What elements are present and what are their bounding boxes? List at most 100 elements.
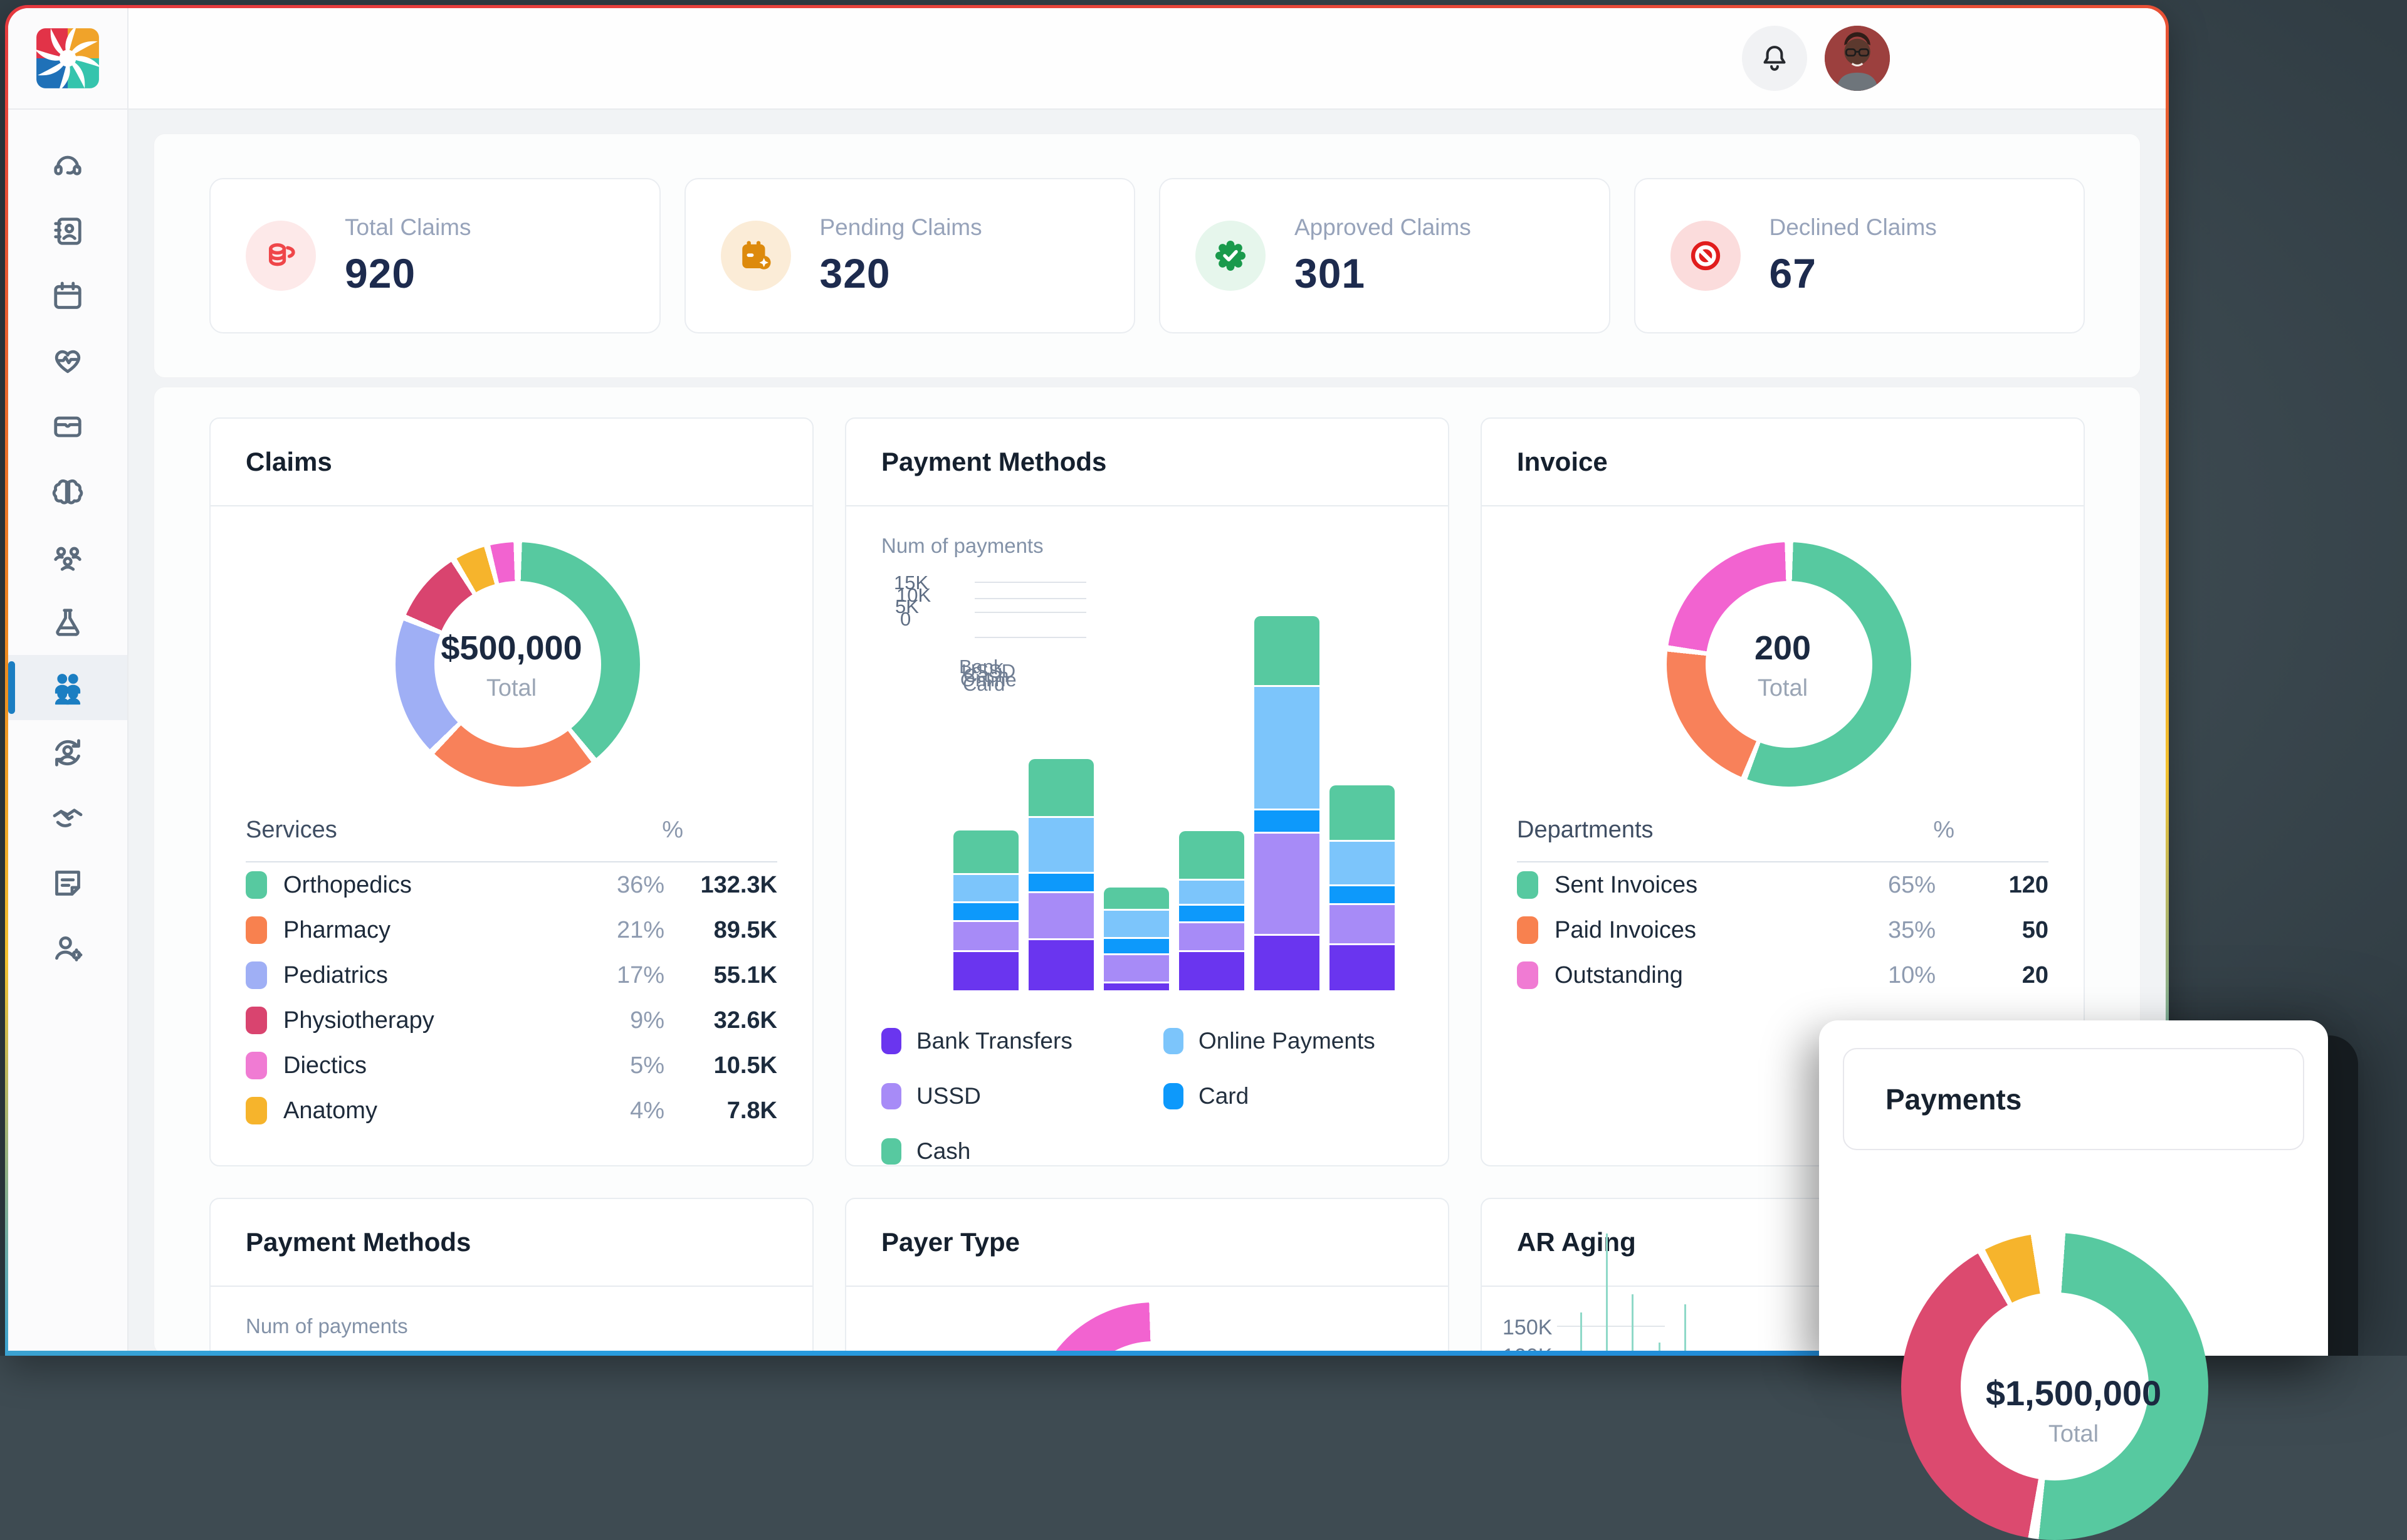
payments-overlay-header: Payments	[1843, 1048, 2304, 1150]
y-axis-partial-tick: 15K	[261, 1349, 295, 1351]
sidebar-item-schedule[interactable]	[8, 264, 127, 329]
sidebar-item-neurology[interactable]	[8, 459, 127, 525]
invoice-card-header: Invoice	[1482, 419, 2084, 506]
row-swatch	[1517, 871, 1538, 899]
headset-icon	[54, 155, 81, 175]
row-swatch	[246, 1052, 267, 1079]
card-title: AR Aging	[1517, 1227, 1636, 1257]
brain-icon	[52, 479, 83, 505]
heart-pulse-icon	[55, 350, 81, 374]
legend-item: Online Payments	[1163, 1028, 1445, 1054]
user-avatar[interactable]	[1825, 26, 1890, 91]
table-row: Anatomy 4% 7.8K	[246, 1088, 777, 1133]
donut-total-value: $1,500,000	[1985, 1373, 2162, 1413]
sidebar-item-referrals[interactable]	[8, 720, 127, 785]
table-row: Pediatrics 17% 55.1K	[246, 953, 777, 998]
payment-methods-bottom-header: Payment Methods	[211, 1199, 812, 1287]
payment-methods-bottom-card: Payment Methods Num of payments 15K	[209, 1198, 814, 1351]
legend-item: Bank Transfers	[881, 1028, 1163, 1054]
calendar-pending-icon	[720, 221, 791, 291]
stacked-bar	[1254, 615, 1319, 990]
payer-type-card: Payer Type	[845, 1198, 1449, 1351]
stat-value: 301	[1294, 250, 1366, 296]
row-swatch	[246, 1097, 267, 1124]
sidebar-item-contacts[interactable]	[8, 199, 127, 264]
sidebar-item-billing[interactable]	[8, 394, 127, 459]
stacked-bar	[1104, 888, 1169, 990]
card-title: Payments	[1885, 1082, 2022, 1116]
legend-swatch	[1163, 1028, 1183, 1054]
ar-aging-card-header: AR Aging	[1482, 1199, 2084, 1287]
sidebar-item-community[interactable]	[8, 525, 127, 590]
table-row: Paid Invoices 35% 50	[1517, 908, 2048, 953]
stat-value: 320	[819, 250, 891, 296]
donut-total-label: Total	[2048, 1421, 2099, 1447]
stat-value: 67	[1769, 250, 1817, 296]
stat-label: Pending Claims	[819, 214, 982, 240]
legend-swatch	[881, 1083, 901, 1109]
stats-panel: Total Claims 920	[154, 134, 2141, 378]
community-icon	[54, 547, 81, 571]
payment-methods-card: Payment Methods Num of payments 15K 10K …	[845, 417, 1449, 1166]
sidebar-item-support[interactable]	[8, 134, 127, 199]
sidebar-item-partners[interactable]	[8, 785, 127, 851]
bell-icon	[1763, 46, 1786, 71]
stacked-bar	[1029, 758, 1094, 990]
sidebar-item-lab[interactable]	[8, 590, 127, 655]
topbar	[128, 8, 2166, 110]
table-col-pct: %	[662, 817, 683, 843]
y-axis-overlapped-ticks: 15K 10K 5K 0	[894, 572, 931, 630]
sidebar-item-reports[interactable]	[8, 851, 127, 916]
stacked-bar-chart	[953, 615, 1395, 990]
claims-card: Claims $500,000 Total Services	[209, 417, 814, 1166]
sidebar-item-health[interactable]	[8, 329, 127, 394]
row-swatch	[246, 961, 267, 989]
legend-item: USSD	[881, 1083, 1163, 1109]
coins-icon	[246, 221, 316, 291]
wallet-icon	[54, 416, 81, 437]
stacked-bar	[1179, 831, 1244, 990]
payer-type-donut-chart	[1031, 1302, 1276, 1351]
table-row: Physiotherapy 9% 32.6K	[246, 998, 777, 1043]
y-axis-title: Num of payments	[246, 1314, 408, 1338]
table-row: Sent Invoices 65% 120	[1517, 862, 2048, 908]
card-title: Payer Type	[881, 1227, 1020, 1257]
payer-type-card-header: Payer Type	[846, 1199, 1448, 1287]
sidebar-item-user-settings[interactable]	[8, 916, 127, 981]
table-row: Pharmacy 21% 89.5K	[246, 908, 777, 953]
table-row: Diectics 5% 10.5K	[246, 1043, 777, 1088]
blocked-icon	[1670, 221, 1741, 291]
handshake-icon	[53, 809, 83, 827]
donut-total-label: Total	[1757, 675, 1808, 701]
legend-item: Cash	[881, 1138, 1163, 1165]
app-logo[interactable]	[8, 8, 127, 110]
user-gear-icon	[55, 936, 83, 961]
stat-label: Total Claims	[345, 214, 471, 240]
claims-donut-center: $500,000 Total	[211, 629, 812, 702]
user-sync-icon	[55, 739, 80, 767]
invoice-card: Invoice 200 Total Departments	[1481, 417, 2085, 1166]
badge-check-icon	[1195, 221, 1266, 291]
pinwheel-logo-icon	[36, 28, 99, 88]
legend-swatch	[881, 1028, 901, 1054]
notifications-button[interactable]	[1742, 26, 1807, 91]
payments-overlay-card: Payments $1,500,000 Total	[1819, 1020, 2328, 1540]
donut-total-label: Total	[486, 675, 537, 701]
invoice-donut-center: 200 Total	[1482, 629, 2084, 702]
row-swatch	[246, 871, 267, 899]
charts-panel: Claims $500,000 Total Services	[154, 387, 2141, 1351]
card-title: Claims	[246, 447, 332, 476]
donut-total-value: $500,000	[441, 629, 582, 667]
table-col-services: Services	[246, 817, 337, 843]
sidebar-item-patients[interactable]	[8, 655, 127, 720]
table-row: Outstanding 10% 20	[1517, 953, 2048, 998]
legend-swatch	[881, 1138, 901, 1165]
stat-card-pending-claims: Pending Claims 320	[684, 178, 1135, 333]
stat-card-approved-claims: Approved Claims 301	[1159, 178, 1610, 333]
stat-label: Approved Claims	[1294, 214, 1471, 240]
row-swatch	[1517, 916, 1538, 944]
services-table: Services % Orthopedics 36% 132.3K	[246, 817, 777, 1133]
sidebar	[8, 8, 128, 1351]
table-col-pct: %	[1933, 817, 1954, 843]
